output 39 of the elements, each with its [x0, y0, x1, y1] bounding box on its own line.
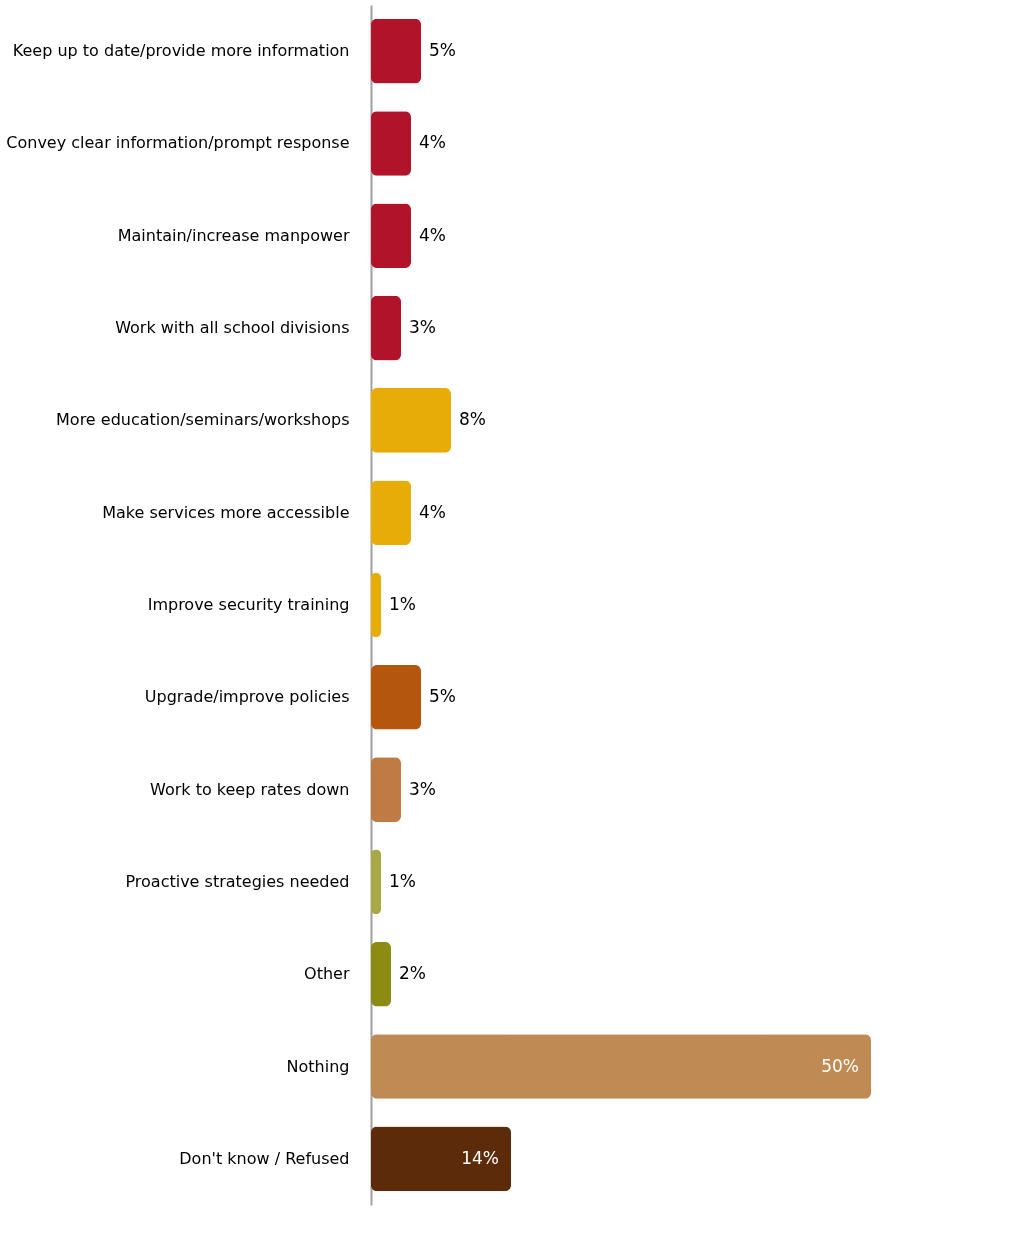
- data-label: 3%: [409, 317, 436, 338]
- data-label: 8%: [459, 409, 486, 430]
- bar: [371, 480, 411, 545]
- y-tick-label: Work to keep rates down: [150, 779, 350, 799]
- y-tick-label: Convey clear information/prompt response: [6, 133, 350, 153]
- y-tick-label: Work with all school divisions: [115, 318, 350, 338]
- y-tick-label: Proactive strategies needed: [125, 871, 350, 891]
- y-tick-label: Maintain/increase manpower: [117, 225, 350, 245]
- y-tick-label: Upgrade/improve policies: [144, 687, 350, 707]
- bar: [371, 849, 381, 915]
- data-label: 2%: [399, 963, 426, 984]
- bar: [371, 295, 401, 361]
- data-label: 14%: [461, 1147, 499, 1168]
- bar: [371, 572, 381, 638]
- bar: [371, 665, 421, 730]
- y-tick-label: More education/seminars/workshops: [56, 410, 350, 430]
- bar: [371, 111, 411, 176]
- bar: [371, 1126, 511, 1192]
- y-tick-label: Improve security training: [147, 595, 350, 614]
- bar: [371, 388, 451, 453]
- data-label: 5%: [429, 40, 456, 61]
- y-tick-label: Keep up to date/provide more information: [12, 41, 350, 61]
- data-label: 1%: [389, 870, 416, 891]
- y-tick-label: Make services more accessible: [102, 502, 350, 522]
- data-label: 3%: [409, 778, 436, 799]
- y-tick-label: Don't know / Refused: [179, 1148, 350, 1168]
- bar: [371, 941, 391, 1007]
- y-tick-label: Nothing: [286, 1056, 350, 1076]
- bar: [371, 203, 411, 269]
- bar: [371, 18, 421, 84]
- data-label: 4%: [419, 224, 446, 245]
- y-tick-label: Other: [304, 964, 350, 984]
- data-label: 4%: [419, 501, 446, 522]
- bar: [371, 1034, 871, 1099]
- data-label: 1%: [389, 594, 416, 614]
- data-label: 5%: [429, 686, 456, 707]
- bar: [371, 757, 401, 822]
- data-label: 4%: [419, 132, 446, 153]
- data-label: 50%: [821, 1055, 859, 1076]
